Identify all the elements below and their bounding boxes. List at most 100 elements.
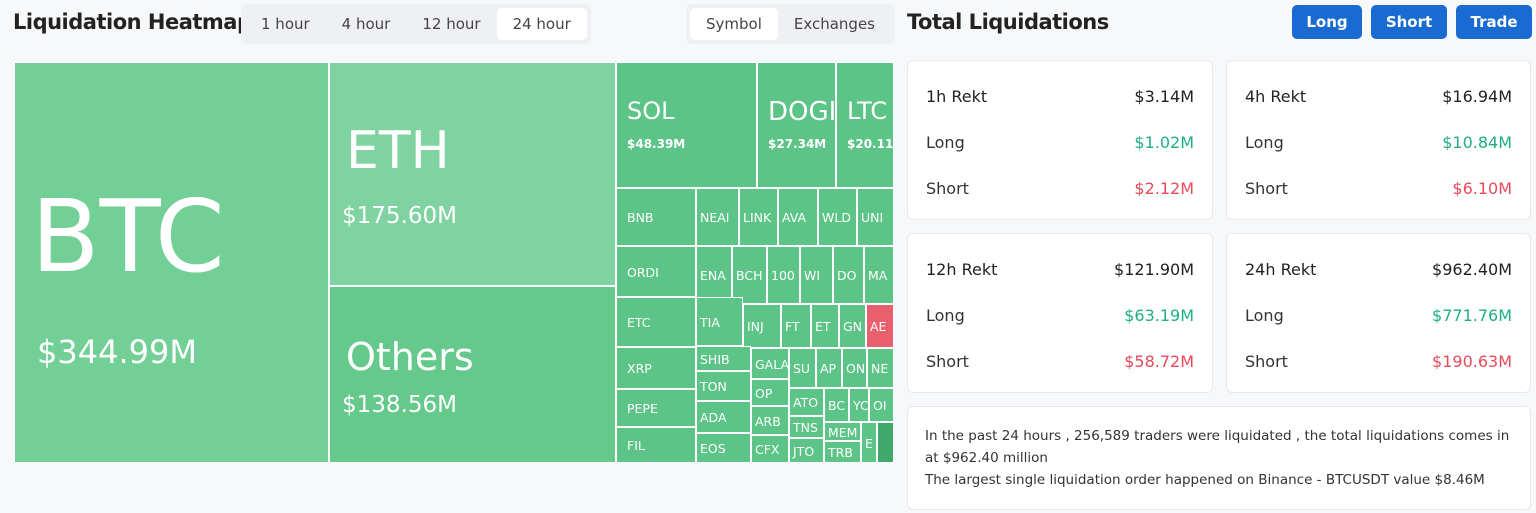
treemap-tile[interactable]: NEAI	[696, 188, 739, 246]
treemap-tile[interactable]: XRP	[616, 347, 696, 389]
treemap-tile[interactable]: MEM	[824, 422, 861, 441]
treemap-tile[interactable]: EOS	[696, 433, 751, 463]
treemap-tile[interactable]: TRB	[824, 441, 861, 463]
stat-value: $2.12M	[1134, 179, 1194, 198]
view-tab[interactable]: Exchanges	[793, 15, 875, 33]
treemap-tile[interactable]: GALA	[751, 348, 789, 379]
tile-label: WI	[804, 268, 821, 283]
stat-row: 12h Rekt $121.90M	[926, 260, 1194, 279]
treemap-tile[interactable]: TNS	[789, 416, 824, 438]
tile-label: WLD	[822, 210, 851, 225]
view-tab[interactable]: Symbol	[690, 8, 778, 40]
stat-label: Short	[926, 179, 969, 198]
treemap-tile[interactable]: CFX	[751, 435, 789, 463]
stat-row: Long $63.19M	[926, 306, 1194, 325]
treemap-tile[interactable]: ARB	[751, 406, 789, 435]
tile-label: BCH	[736, 268, 763, 283]
treemap-tile[interactable]: FT	[781, 304, 811, 348]
treemap-tile[interactable]: MA	[864, 246, 894, 304]
tile-label: AE	[870, 319, 887, 334]
action-button[interactable]: Trade	[1456, 5, 1532, 39]
treemap-tile[interactable]: ETC	[616, 297, 696, 347]
stat-row: 24h Rekt $962.40M	[1245, 260, 1512, 279]
stat-card: 1h Rekt $3.14M Long $1.02M Short $2.12M	[907, 60, 1213, 220]
tile-value: $27.34M	[768, 137, 827, 151]
treemap-tile[interactable]: SU	[789, 348, 816, 388]
tile-label: FIL	[627, 438, 645, 453]
tile-label: LINK	[743, 210, 772, 225]
treemap-tile[interactable]: JTO	[789, 438, 824, 463]
time-tab[interactable]: 1 hour	[261, 15, 310, 33]
stat-row: Long $1.02M	[926, 133, 1194, 152]
treemap-tile[interactable]: ATO	[789, 388, 824, 416]
treemap-tile[interactable]: WI	[800, 246, 833, 304]
treemap-tile[interactable]: OP	[751, 379, 789, 406]
treemap-tile[interactable]: OI	[869, 388, 894, 422]
treemap-tile[interactable]: UNI	[857, 188, 894, 246]
treemap-tile[interactable]: ENA	[696, 246, 732, 304]
stat-card: 4h Rekt $16.94M Long $10.84M Short $6.10M	[1226, 60, 1531, 220]
tile-label: BNB	[627, 210, 654, 225]
treemap-tile[interactable]: LTC $20.11M	[836, 62, 894, 188]
treemap-tile[interactable]: WLD	[818, 188, 857, 246]
treemap-tile[interactable]: BNB	[616, 188, 696, 246]
tile-value: $175.60M	[342, 203, 457, 229]
treemap-tile[interactable]: DO	[833, 246, 864, 304]
treemap-tile[interactable]: GN	[839, 304, 866, 348]
tile-label: ARB	[755, 413, 781, 429]
treemap-tile[interactable]: INJ	[743, 304, 781, 348]
tile-label: ATO	[793, 395, 819, 410]
tile-label: UNI	[861, 210, 884, 225]
tile-label: FT	[785, 319, 800, 334]
treemap-tile[interactable]: SOL $48.39M	[616, 62, 757, 188]
treemap-tile[interactable]: TIA	[696, 297, 743, 346]
treemap-tile[interactable]: BC	[824, 388, 849, 422]
stat-value: $6.10M	[1452, 179, 1512, 198]
treemap-tile[interactable]: AVA	[778, 188, 818, 246]
treemap-tile[interactable]: ORDI	[616, 246, 696, 297]
tile-label: ETH	[346, 121, 450, 181]
stat-label: 1h Rekt	[926, 87, 988, 106]
treemap-tile[interactable]: 100	[767, 246, 800, 304]
action-button[interactable]: Long	[1292, 5, 1362, 39]
treemap-tile[interactable]: BTC $344.99M	[14, 62, 329, 463]
tile-value: $344.99M	[37, 333, 197, 371]
treemap-tile[interactable]: NE	[867, 348, 894, 388]
treemap-tile[interactable]: AP	[816, 348, 842, 388]
tile-label: LTC	[847, 97, 888, 125]
treemap-tile[interactable]: ET	[811, 304, 839, 348]
treemap-tile[interactable]	[877, 422, 894, 463]
treemap-tile[interactable]: YC	[849, 388, 869, 422]
tile-label: AP	[820, 361, 837, 376]
treemap-tile[interactable]: PEPE	[616, 389, 696, 427]
treemap-tile[interactable]: LINK	[739, 188, 778, 246]
stat-row: Short $58.72M	[926, 352, 1194, 371]
treemap-tile[interactable]: ETH $175.60M	[329, 62, 616, 286]
treemap-tile[interactable]: ADA	[696, 401, 751, 433]
time-tab[interactable]: 4 hour	[341, 15, 391, 33]
treemap-tile[interactable]: AE	[866, 304, 894, 348]
tile-label: JTO	[793, 443, 815, 459]
action-button[interactable]: Short	[1371, 5, 1447, 39]
stat-label: 12h Rekt	[926, 260, 998, 279]
treemap-tile[interactable]: SHIB	[696, 346, 751, 371]
treemap-tile[interactable]: ON	[842, 348, 867, 388]
treemap-tile[interactable]: DOGI $27.34M	[757, 62, 836, 188]
tile-label: AVA	[782, 210, 807, 225]
treemap-tile[interactable]: TON	[696, 371, 751, 401]
treemap-tile[interactable]: Others $138.56M	[329, 286, 616, 463]
treemap-tile[interactable]: BCH	[732, 246, 767, 304]
tile-label: Others	[346, 335, 474, 379]
tile-label: TIA	[700, 314, 720, 330]
time-tab[interactable]: 12 hour	[422, 15, 481, 33]
stat-value: $16.94M	[1442, 87, 1512, 106]
time-tab[interactable]: 24 hour	[496, 8, 587, 40]
summary-line: In the past 24 hours , 256,589 traders w…	[925, 428, 1510, 466]
treemap-tile[interactable]: E	[861, 422, 877, 463]
treemap-tile[interactable]: FIL	[616, 427, 696, 463]
tile-value: $138.56M	[342, 392, 457, 418]
tile-label: SOL	[627, 97, 675, 125]
stat-row: 1h Rekt $3.14M	[926, 87, 1194, 106]
stat-label: 24h Rekt	[1245, 260, 1317, 279]
stat-row: Short $190.63M	[1245, 352, 1512, 371]
